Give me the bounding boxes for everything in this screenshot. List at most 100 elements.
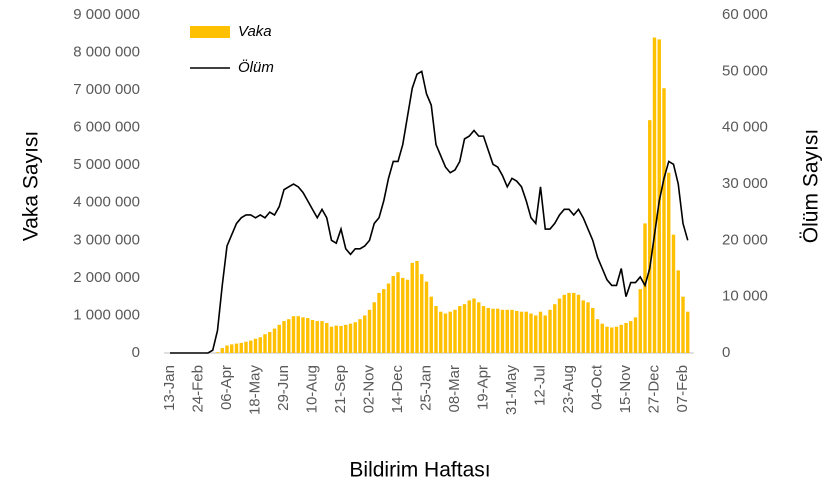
bar bbox=[657, 39, 661, 354]
y2-tick-label: 60 000 bbox=[722, 6, 768, 23]
bar bbox=[605, 326, 609, 353]
bar bbox=[629, 321, 633, 353]
bar bbox=[557, 298, 562, 353]
bar bbox=[230, 344, 234, 353]
bar bbox=[486, 307, 490, 353]
bar bbox=[420, 274, 424, 353]
bar bbox=[429, 296, 433, 353]
y2-axis-title: Ölüm Sayısı bbox=[800, 129, 823, 243]
bar bbox=[496, 308, 500, 353]
y-tick-label: 6 000 000 bbox=[73, 119, 140, 136]
bar bbox=[424, 281, 429, 353]
x-tick-label: 29-Jun bbox=[275, 365, 292, 411]
bar bbox=[344, 324, 348, 353]
bar bbox=[624, 322, 628, 353]
bar bbox=[272, 328, 277, 353]
bar bbox=[239, 342, 243, 353]
x-tick-label: 14-Dec bbox=[389, 365, 406, 414]
y2-tick-label: 30 000 bbox=[722, 175, 768, 192]
bar bbox=[415, 260, 419, 353]
bar bbox=[234, 343, 239, 353]
bar bbox=[576, 294, 581, 353]
bar bbox=[329, 326, 334, 353]
bar bbox=[353, 322, 357, 353]
y2-tick-label: 50 000 bbox=[722, 62, 768, 79]
bar bbox=[619, 324, 623, 353]
bar bbox=[258, 337, 262, 353]
bar bbox=[519, 311, 524, 353]
bar bbox=[572, 292, 576, 353]
legend-label: Vaka bbox=[238, 23, 272, 40]
bar bbox=[652, 37, 657, 354]
y-tick-label: 4 000 000 bbox=[73, 194, 140, 211]
y-tick-label: 0 bbox=[132, 344, 140, 361]
x-tick-label: 06-Apr bbox=[218, 365, 235, 410]
y2-tick-label: 10 000 bbox=[722, 288, 768, 305]
bar bbox=[662, 88, 666, 353]
y2-tick-label: 0 bbox=[722, 344, 730, 361]
bar bbox=[638, 289, 642, 353]
bar bbox=[287, 319, 291, 353]
bar bbox=[567, 292, 571, 353]
bar bbox=[671, 234, 676, 353]
x-tick-label: 23-Aug bbox=[560, 365, 577, 413]
y2-tick-label: 20 000 bbox=[722, 231, 768, 248]
bar bbox=[510, 309, 514, 353]
bar bbox=[538, 311, 543, 353]
x-tick-label: 12-Jul bbox=[531, 365, 548, 406]
y-tick-label: 3 000 000 bbox=[73, 231, 140, 248]
x-tick-label: 21-Sep bbox=[332, 365, 349, 413]
y-tick-label: 2 000 000 bbox=[73, 269, 140, 286]
bar bbox=[591, 307, 595, 353]
bar bbox=[339, 325, 343, 353]
bar bbox=[410, 262, 414, 353]
bar bbox=[562, 294, 566, 353]
bar bbox=[595, 319, 600, 353]
y-tick-label: 7 000 000 bbox=[73, 81, 140, 98]
bar bbox=[325, 322, 329, 353]
x-axis-title: Bildirim Haftası bbox=[349, 459, 490, 482]
bar bbox=[367, 309, 372, 353]
bar bbox=[310, 319, 315, 353]
x-tick-label: 13-Jan bbox=[161, 365, 178, 411]
bar bbox=[249, 340, 253, 353]
bar bbox=[515, 310, 519, 353]
bar bbox=[358, 319, 362, 353]
legend-label: Ölüm bbox=[238, 58, 274, 76]
bar bbox=[363, 315, 367, 353]
legend-swatch bbox=[190, 26, 230, 38]
bar bbox=[253, 338, 258, 353]
bar bbox=[505, 309, 509, 353]
bar bbox=[315, 321, 319, 353]
bar bbox=[405, 279, 410, 353]
bar bbox=[301, 317, 305, 353]
bar bbox=[667, 172, 671, 353]
bar bbox=[548, 309, 552, 353]
bar bbox=[220, 348, 224, 353]
x-tick-label: 27-Dec bbox=[645, 365, 662, 414]
x-tick-label: 07-Feb bbox=[674, 365, 691, 413]
bar bbox=[462, 304, 467, 353]
bar bbox=[291, 316, 296, 353]
bar bbox=[581, 300, 585, 353]
bar bbox=[386, 283, 391, 353]
y-tick-label: 9 000 000 bbox=[73, 6, 140, 23]
bar bbox=[477, 302, 481, 353]
bar bbox=[643, 223, 647, 353]
bar bbox=[453, 309, 457, 353]
bar bbox=[391, 276, 395, 353]
bar bbox=[553, 304, 557, 353]
bar bbox=[491, 308, 495, 353]
bar bbox=[633, 317, 638, 353]
bar bbox=[529, 313, 533, 353]
x-tick-label: 24-Feb bbox=[189, 365, 206, 413]
bar bbox=[306, 318, 310, 353]
bar bbox=[434, 306, 438, 353]
x-tick-label: 02-Nov bbox=[360, 365, 377, 414]
y-tick-label: 5 000 000 bbox=[73, 156, 140, 173]
bar bbox=[225, 345, 229, 353]
x-tick-label: 04-Oct bbox=[588, 364, 605, 410]
x-tick-label: 19-Apr bbox=[474, 365, 491, 410]
